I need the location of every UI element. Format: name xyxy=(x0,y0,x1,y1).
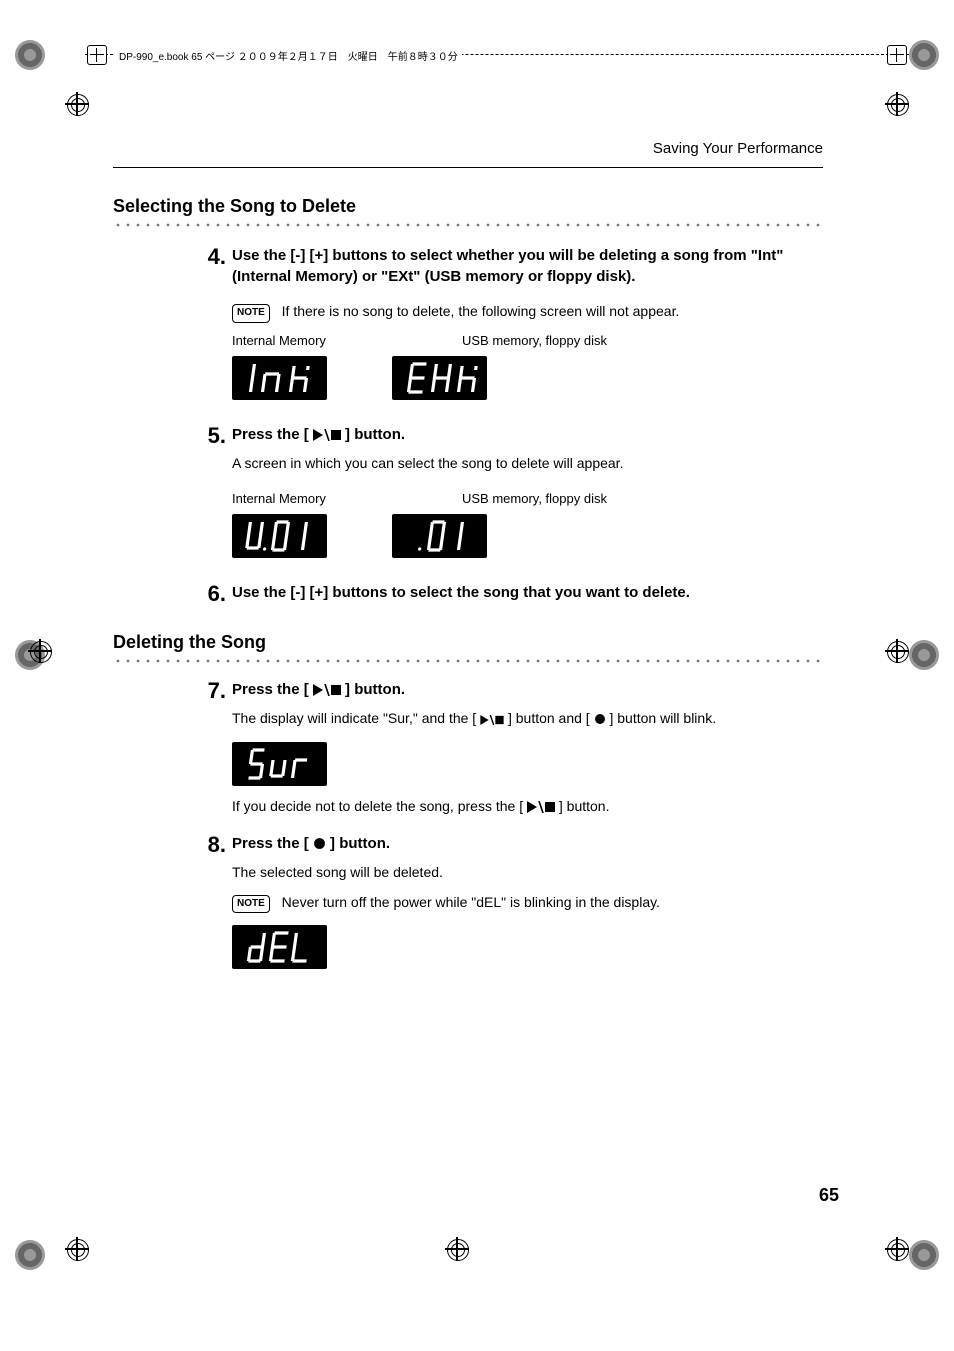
step-number: 6. xyxy=(113,582,232,606)
crop-circle xyxy=(909,1240,939,1270)
step7-text2: If you decide not to delete the song, pr… xyxy=(232,796,823,818)
step4-note: If there is no song to delete, the follo… xyxy=(282,303,680,319)
step7-text: The display will indicate "Sur," and the… xyxy=(232,708,823,730)
registration-mark xyxy=(65,1237,89,1261)
lcd-ext xyxy=(392,356,487,400)
note-badge: NOTE xyxy=(232,895,270,914)
lcd-u01 xyxy=(232,514,327,558)
crop-circle xyxy=(909,40,939,70)
play-stop-icon xyxy=(313,681,341,702)
play-stop-icon xyxy=(480,710,504,730)
record-icon xyxy=(313,835,326,856)
lcd-int xyxy=(232,356,327,400)
registration-mark xyxy=(65,92,89,116)
label-usb-memory: USB memory, floppy disk xyxy=(462,333,607,348)
step8-text: The selected song will be deleted. xyxy=(232,862,823,882)
crop-circle xyxy=(15,1240,45,1270)
lcd-sur xyxy=(232,742,327,786)
registration-mark xyxy=(445,1237,469,1261)
step7-title: Press the [ ] button. xyxy=(232,679,823,702)
page-header: Saving Your Performance xyxy=(113,140,823,157)
step4-title: Use the [-] [+] buttons to select whethe… xyxy=(232,245,823,287)
lcd-del xyxy=(232,925,327,969)
lcd-01 xyxy=(392,514,487,558)
registration-mark xyxy=(885,92,909,116)
section-title-selecting: Selecting the Song to Delete xyxy=(113,196,823,217)
dotted-rule xyxy=(113,223,823,227)
step-number: 4. xyxy=(113,245,232,418)
crop-circle xyxy=(909,640,939,670)
step5-title: Press the [ ] button. xyxy=(232,424,823,447)
header-meta: DP-990_e.book 65 ページ ２００９年２月１７日 火曜日 午前８時… xyxy=(115,48,462,63)
registration-mark xyxy=(885,1237,909,1261)
label-internal-memory: Internal Memory xyxy=(232,491,392,506)
step8-title: Press the [ ] button. xyxy=(232,833,823,856)
crop-circle xyxy=(15,40,45,70)
step-number: 5. xyxy=(113,424,232,576)
step8-note: Never turn off the power while "dEL" is … xyxy=(282,894,660,910)
note-badge: NOTE xyxy=(232,304,270,323)
step-number: 7. xyxy=(113,679,232,819)
record-icon xyxy=(594,710,606,730)
label-usb-memory: USB memory, floppy disk xyxy=(462,491,607,506)
registration-mark xyxy=(885,639,909,663)
header-rule xyxy=(113,167,823,168)
page-number: 65 xyxy=(819,1185,839,1206)
step-number: 8. xyxy=(113,833,232,988)
crosshair-icon xyxy=(87,45,107,65)
registration-mark xyxy=(28,639,52,663)
crosshair-icon xyxy=(887,45,907,65)
dotted-rule xyxy=(113,659,823,663)
step5-text: A screen in which you can select the son… xyxy=(232,453,823,473)
step6-title: Use the [-] [+] buttons to select the so… xyxy=(232,582,823,603)
label-internal-memory: Internal Memory xyxy=(232,333,392,348)
section-title-deleting: Deleting the Song xyxy=(113,632,823,653)
play-stop-icon xyxy=(527,798,555,818)
play-stop-icon xyxy=(313,426,341,447)
